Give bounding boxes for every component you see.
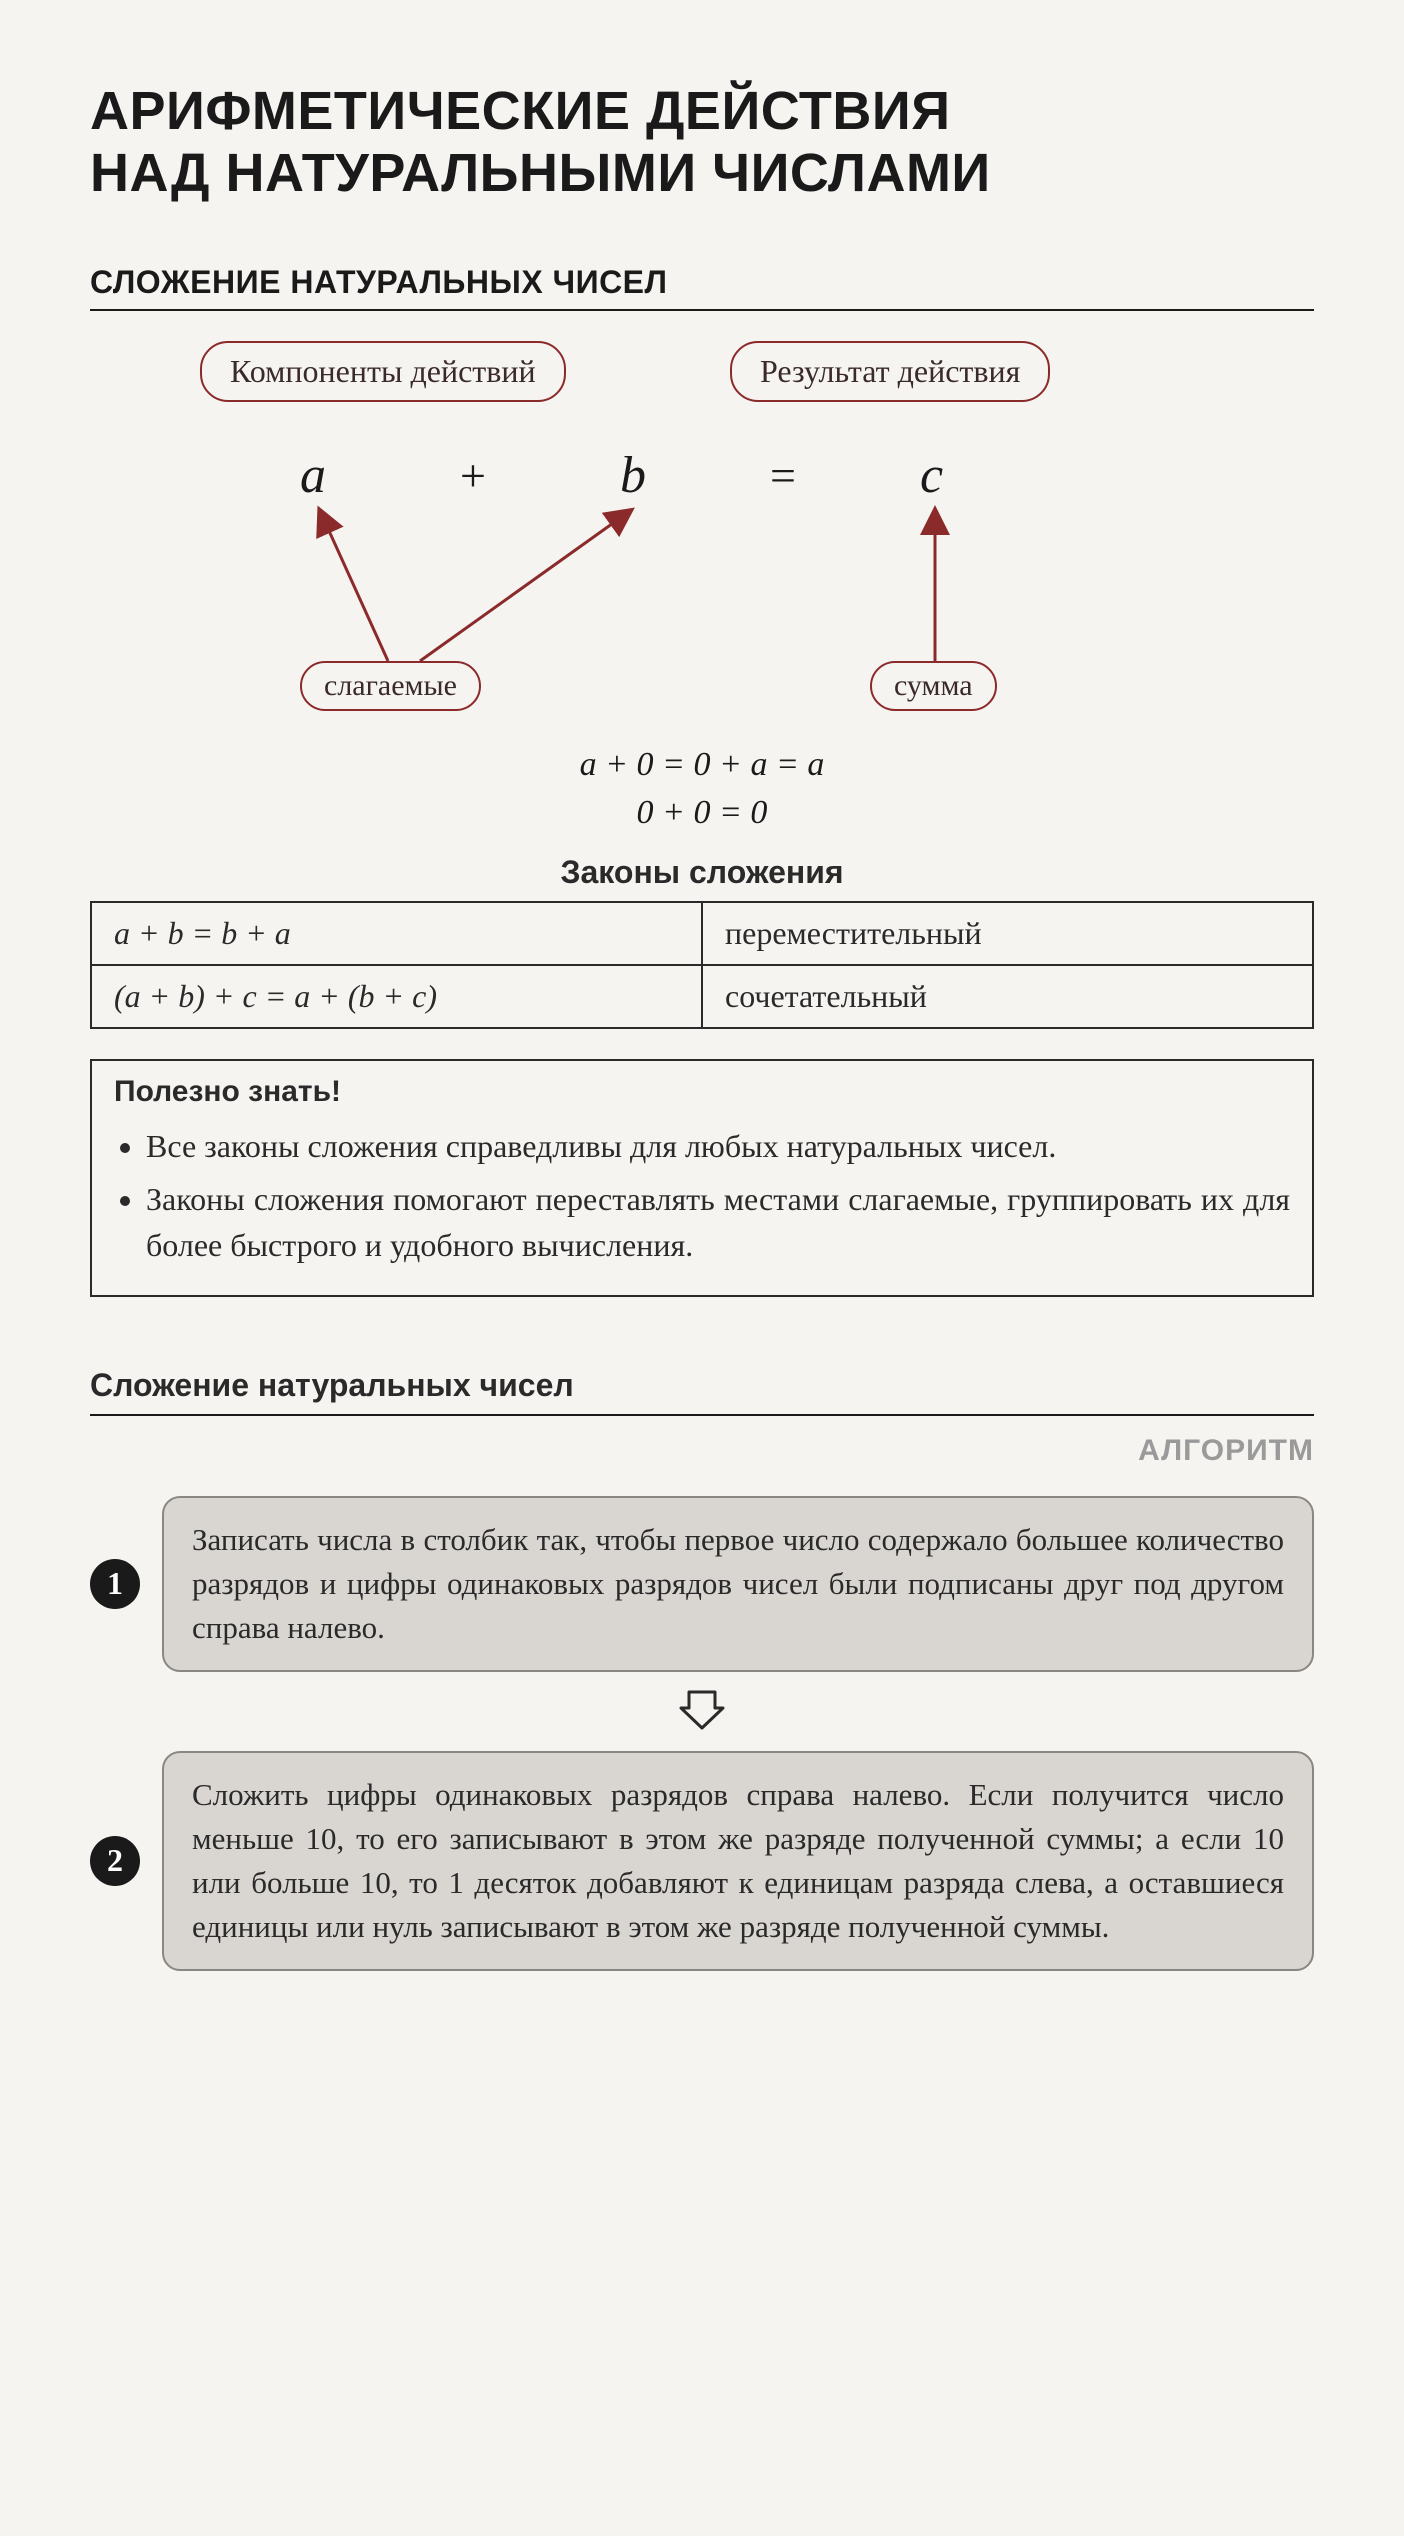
diagram-arrows (90, 341, 1290, 731)
laws-table: a + b = b + a переместительный (a + b) +… (90, 901, 1314, 1029)
title-line-1: АРИФМЕТИЧЕСКИЕ ДЕЙСТВИЯ (90, 81, 951, 141)
step-text: Записать числа в столбик так, чтобы перв… (162, 1496, 1314, 1672)
title-line-2: НАД НАТУРАЛЬНЫМИ ЧИСЛАМИ (90, 143, 991, 203)
algorithm-step: 2 Сложить цифры одинаковых разрядов спра… (90, 1751, 1314, 1971)
algorithm-step: 1 Записать числа в столбик так, чтобы пе… (90, 1496, 1314, 1672)
list-item: Законы сложения помогают переставлять ме… (146, 1176, 1290, 1269)
useful-box: Полезно знать! Все законы сложения справ… (90, 1059, 1314, 1296)
section-heading-addition: СЛОЖЕНИЕ НАТУРАЛЬНЫХ ЧИСЕЛ (90, 264, 1314, 311)
identity-1: a + 0 = 0 + a = a (580, 746, 825, 783)
law-name: переместительный (702, 902, 1313, 965)
table-row: (a + b) + c = a + (b + c) сочетательный (91, 965, 1313, 1028)
algorithm-label: АЛГОРИТМ (90, 1434, 1314, 1468)
step-text: Сложить цифры одинаковых разрядов справа… (162, 1751, 1314, 1971)
section-heading-addition-2: Сложение натуральных чисел (90, 1367, 1314, 1416)
addition-diagram: Компоненты действий Результат действия a… (90, 341, 1314, 731)
law-formula: (a + b) + c = a + (b + c) (91, 965, 702, 1028)
table-row: a + b = b + a переместительный (91, 902, 1313, 965)
list-item: Все законы сложения справедливы для любы… (146, 1123, 1290, 1169)
law-name: сочетательный (702, 965, 1313, 1028)
useful-list: Все законы сложения справедливы для любы… (114, 1123, 1290, 1268)
identity-lines: a + 0 = 0 + a = a 0 + 0 = 0 (90, 741, 1314, 836)
laws-heading: Законы сложения (90, 854, 1314, 891)
down-arrow-icon (90, 1686, 1314, 1737)
step-number-badge: 2 (90, 1836, 140, 1886)
page-title: АРИФМЕТИЧЕСКИЕ ДЕЙСТВИЯ НАД НАТУРАЛЬНЫМИ… (90, 80, 1314, 204)
useful-title: Полезно знать! (114, 1075, 1290, 1109)
step-number-badge: 1 (90, 1559, 140, 1609)
law-formula: a + b = b + a (91, 902, 702, 965)
identity-2: 0 + 0 = 0 (637, 794, 768, 831)
